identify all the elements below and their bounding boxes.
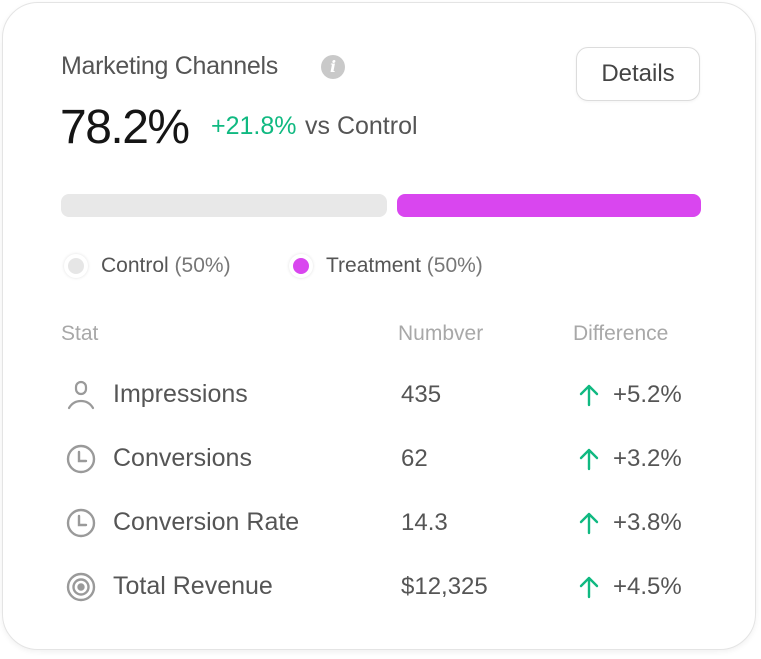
clock-icon bbox=[66, 508, 96, 538]
legend-pct: (50%) bbox=[174, 254, 231, 277]
clock-icon bbox=[66, 444, 96, 474]
legend-control: Control (50%) bbox=[101, 254, 231, 278]
details-button[interactable]: Details bbox=[576, 47, 700, 101]
target-icon bbox=[66, 572, 96, 602]
row-number: 14.3 bbox=[401, 509, 448, 536]
header-stat: Stat bbox=[61, 322, 99, 345]
info-icon[interactable]: i bbox=[321, 55, 345, 79]
row-label: Impressions bbox=[113, 380, 248, 408]
control-legend-dot bbox=[64, 254, 88, 278]
header-difference: Difference bbox=[573, 322, 669, 345]
arrow-up-icon bbox=[578, 447, 600, 471]
card-title: Marketing Channels bbox=[61, 52, 278, 80]
row-difference: +3.2% bbox=[613, 445, 682, 472]
row-number: 62 bbox=[401, 445, 428, 472]
row-number: 435 bbox=[401, 381, 442, 408]
treatment-bar bbox=[397, 194, 701, 217]
header-number: Numbver bbox=[398, 322, 484, 345]
legend-pct: (50%) bbox=[426, 254, 483, 277]
row-number: $12,325 bbox=[401, 573, 488, 600]
marketing-channels-card bbox=[2, 2, 756, 650]
legend-treatment: Treatment (50%) bbox=[326, 254, 483, 278]
row-label: Conversions bbox=[113, 444, 252, 472]
arrow-up-icon bbox=[578, 575, 600, 599]
user-icon bbox=[66, 380, 96, 410]
row-difference: +4.5% bbox=[613, 573, 682, 600]
arrow-up-icon bbox=[578, 511, 600, 535]
main-value: 78.2% bbox=[60, 101, 190, 154]
legend-label: Control bbox=[101, 254, 169, 277]
row-difference: +5.2% bbox=[613, 381, 682, 408]
arrow-up-icon bbox=[578, 383, 600, 407]
delta-suffix: vs Control bbox=[305, 112, 418, 140]
treatment-legend-dot bbox=[289, 254, 313, 278]
delta-value: +21.8% bbox=[211, 112, 297, 140]
row-label: Conversion Rate bbox=[113, 508, 300, 536]
row-label: Total Revenue bbox=[113, 572, 273, 600]
control-bar bbox=[61, 194, 387, 217]
row-difference: +3.8% bbox=[613, 509, 682, 536]
legend-label: Treatment bbox=[326, 254, 421, 277]
